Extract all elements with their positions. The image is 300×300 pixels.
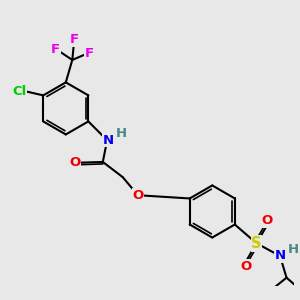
Text: N: N xyxy=(274,250,286,262)
Text: S: S xyxy=(251,236,262,251)
Text: O: O xyxy=(261,214,272,227)
Text: H: H xyxy=(115,127,127,140)
Text: N: N xyxy=(102,134,113,147)
Text: O: O xyxy=(241,260,252,273)
Text: H: H xyxy=(288,243,299,256)
Text: F: F xyxy=(84,47,94,60)
Text: F: F xyxy=(70,33,79,46)
Text: O: O xyxy=(132,189,143,202)
Text: Cl: Cl xyxy=(12,85,26,98)
Text: F: F xyxy=(51,43,60,56)
Text: O: O xyxy=(69,156,80,169)
